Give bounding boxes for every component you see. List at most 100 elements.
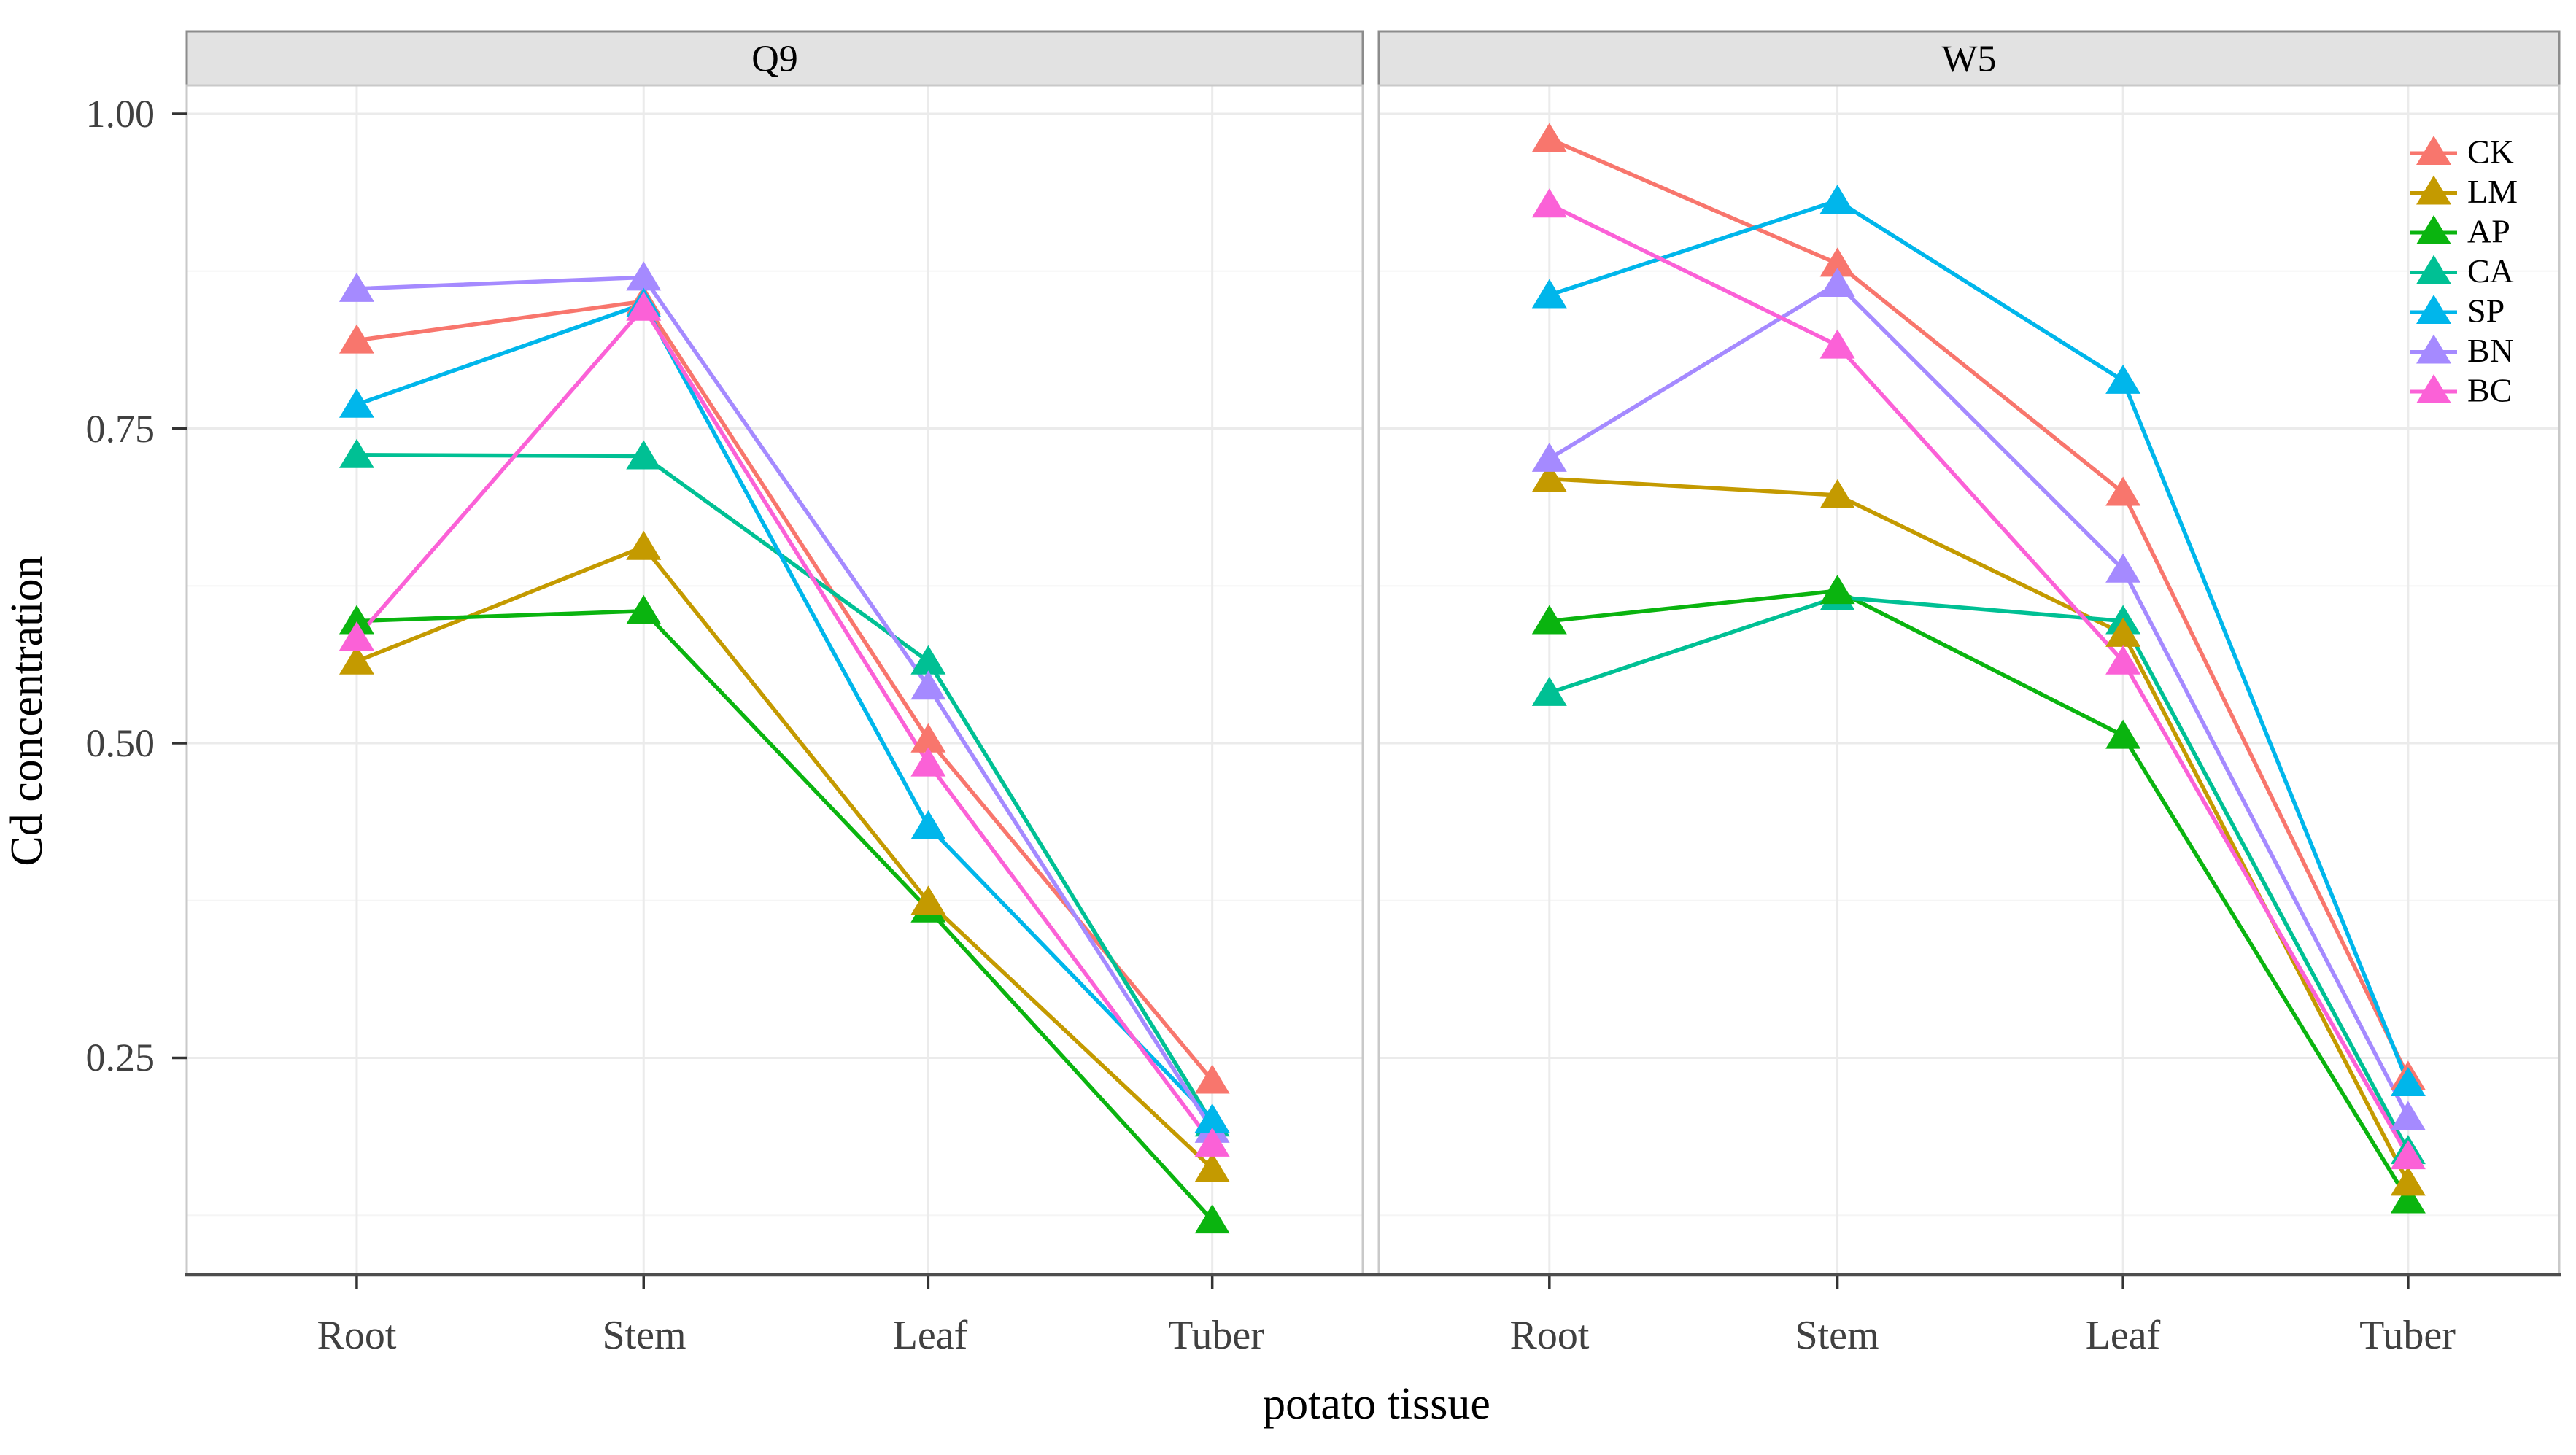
legend-item-bn: BN [2410, 332, 2514, 369]
legend-triangle-icon-ca [2416, 255, 2451, 284]
point-ck-q9-leaf [910, 723, 946, 753]
point-ck-q9-tuber [1194, 1064, 1230, 1094]
point-bc-q9-stem [626, 291, 662, 321]
series-line-lm-q9 [355, 544, 1214, 1171]
point-lm-q9-tuber [1194, 1152, 1230, 1182]
point-bc-q9-tuber [1194, 1127, 1230, 1157]
series-line-bc-w5 [1548, 202, 2410, 1157]
legend-item-lm: LM [2410, 173, 2518, 210]
xtick-w5-tuber: Tuber [2359, 1313, 2456, 1358]
xtick-w5-leaf: Leaf [2086, 1313, 2161, 1358]
point-bn-q9-stem [626, 261, 662, 291]
point-ap-w5-stem [1819, 575, 1855, 605]
xtick-q9-tuber: Tuber [1168, 1313, 1264, 1358]
ytick-label-100: 1.00 [86, 92, 155, 136]
series-line-ck-w5 [1548, 137, 2410, 1078]
point-sp-q9-leaf [910, 810, 946, 839]
point-sp-w5-leaf [2105, 364, 2141, 394]
legend-item-ca: CA [2410, 252, 2514, 290]
point-bn-w5-tuber [2390, 1101, 2426, 1130]
y-axis-title: Cd concentration [2, 556, 52, 866]
point-ca-q9-root [339, 438, 374, 468]
facet-strip-label-q9: Q9 [751, 39, 798, 80]
legend-label-bn: BN [2467, 332, 2514, 369]
point-ck-w5-leaf [2105, 476, 2141, 506]
point-ap-q9-stem [626, 594, 662, 624]
series-line-ca-q9 [356, 452, 1215, 1125]
xtick-q9-root: Root [317, 1313, 397, 1358]
point-ck-w5-stem [1819, 247, 1855, 277]
legend-item-bc: BC [2410, 372, 2512, 409]
point-bc-w5-stem [1819, 329, 1855, 359]
point-bn-w5-stem [1819, 268, 1855, 298]
legend-triangle-icon-bn [2416, 334, 2451, 364]
point-sp-q9-root [339, 388, 374, 418]
panel-background-q9 [187, 85, 1363, 1275]
xtick-q9-stem: Stem [602, 1313, 686, 1358]
point-ck-w5-root [1531, 123, 1567, 152]
point-sp-w5-stem [1819, 185, 1855, 214]
point-bn-q9-leaf [910, 670, 946, 700]
xtick-w5-root: Root [1510, 1313, 1590, 1358]
legend-triangle-icon-bc [2416, 374, 2451, 403]
series-line-sp-q9 [356, 301, 1214, 1121]
panel-background-w5 [1379, 85, 2559, 1275]
ytick-label-050: 0.50 [86, 721, 155, 765]
series-line-ap-w5 [1549, 589, 2410, 1201]
point-sp-w5-root [1531, 279, 1567, 309]
point-lm-q9-root [339, 645, 374, 675]
facet-strip-q9 [185, 30, 1364, 87]
point-ap-w5-leaf [2105, 719, 2141, 749]
point-bn-w5-leaf [2105, 553, 2141, 583]
point-ca-q9-leaf [910, 645, 946, 675]
legend-triangle-icon-lm [2416, 175, 2451, 205]
ytick-label-075: 0.75 [86, 407, 155, 451]
legend-item-ap: AP [2410, 213, 2510, 250]
point-bc-w5-leaf [2105, 645, 2141, 675]
series-line-bn-q9 [356, 275, 1214, 1131]
legend-triangle-icon-ck [2416, 136, 2451, 165]
point-lm-q9-stem [626, 530, 662, 560]
point-bc-w5-root [1531, 188, 1567, 218]
point-bn-q9-root [339, 272, 374, 302]
series-line-sp-w5 [1548, 198, 2410, 1085]
point-ck-q9-root [339, 324, 374, 354]
point-lm-w5-tuber [2390, 1166, 2426, 1196]
legend-item-sp: SP [2410, 292, 2505, 330]
series-line-bn-w5 [1548, 281, 2410, 1118]
point-bn-w5-root [1531, 442, 1567, 472]
xtick-q9-leaf: Leaf [893, 1313, 968, 1358]
point-sp-q9-tuber [1194, 1103, 1230, 1133]
legend-triangle-icon-sp [2416, 295, 2451, 324]
point-ap-w5-root [1531, 605, 1567, 635]
point-lm-w5-leaf [2105, 617, 2141, 647]
facet-strip-w5 [1377, 30, 2561, 87]
point-ap-w5-tuber [2390, 1184, 2426, 1214]
series-line-bc-q9 [355, 304, 1214, 1145]
legend-triangle-icon-ap [2416, 215, 2451, 244]
legend-label-ck: CK [2467, 133, 2514, 171]
point-ca-q9-stem [626, 440, 662, 470]
legend-label-ap: AP [2467, 213, 2510, 250]
xtick-w5-stem: Stem [1795, 1313, 1879, 1358]
facet-strip-label-w5: W5 [1941, 39, 1996, 80]
legend-label-lm: LM [2467, 173, 2518, 210]
ytick-label-025: 0.25 [86, 1036, 155, 1079]
point-ca-w5-root [1531, 676, 1567, 706]
point-lm-w5-stem [1819, 478, 1855, 508]
legend-item-ck: CK [2410, 133, 2514, 171]
x-axis-title: potato tissue [1263, 1379, 1490, 1429]
point-sp-w5-tuber [2390, 1066, 2426, 1096]
point-lm-q9-leaf [910, 885, 946, 915]
point-bc-q9-root [339, 621, 374, 651]
data-series [339, 123, 2426, 1234]
series-line-ap-q9 [356, 608, 1214, 1222]
point-ap-q9-root [339, 605, 374, 635]
series-line-ca-w5 [1548, 594, 2410, 1152]
point-bc-q9-leaf [910, 747, 946, 777]
legend-label-ca: CA [2467, 252, 2514, 290]
panel-frames-and-ticks [172, 84, 2561, 1289]
